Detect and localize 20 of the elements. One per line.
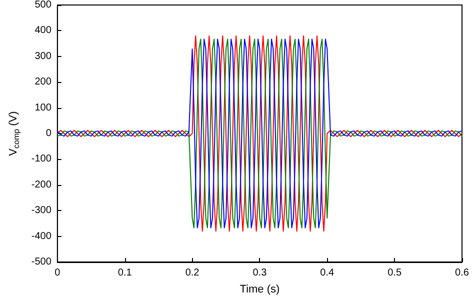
x-tick-label: 0.6 xyxy=(455,268,470,278)
y-tick-label: -200 xyxy=(31,179,52,190)
x-axis-title: Time (s) xyxy=(240,284,280,296)
x-tick-label: 0.4 xyxy=(320,268,335,278)
y-tick-label: 200 xyxy=(34,76,52,88)
y-tick-label: 300 xyxy=(34,50,52,62)
x-tick-label: 0.3 xyxy=(252,268,268,278)
y-tick-label: -500 xyxy=(31,256,52,268)
y-tick-label: 400 xyxy=(34,25,52,36)
y-tick-label: 0 xyxy=(46,128,52,139)
y-tick-label: 100 xyxy=(34,102,52,114)
x-tick-label: 0.1 xyxy=(118,268,132,278)
x-tick-label: 0 xyxy=(54,268,61,278)
y-tick-label: -400 xyxy=(31,230,52,242)
y-tick-label: -100 xyxy=(31,154,52,165)
x-tick-label: 0.5 xyxy=(388,268,402,278)
y-tick-label: -300 xyxy=(31,205,52,216)
x-tick-label: 0.2 xyxy=(185,268,200,278)
y-axis-title: Vcomp (V) xyxy=(8,111,21,156)
y-tick-label: 500 xyxy=(34,0,52,10)
